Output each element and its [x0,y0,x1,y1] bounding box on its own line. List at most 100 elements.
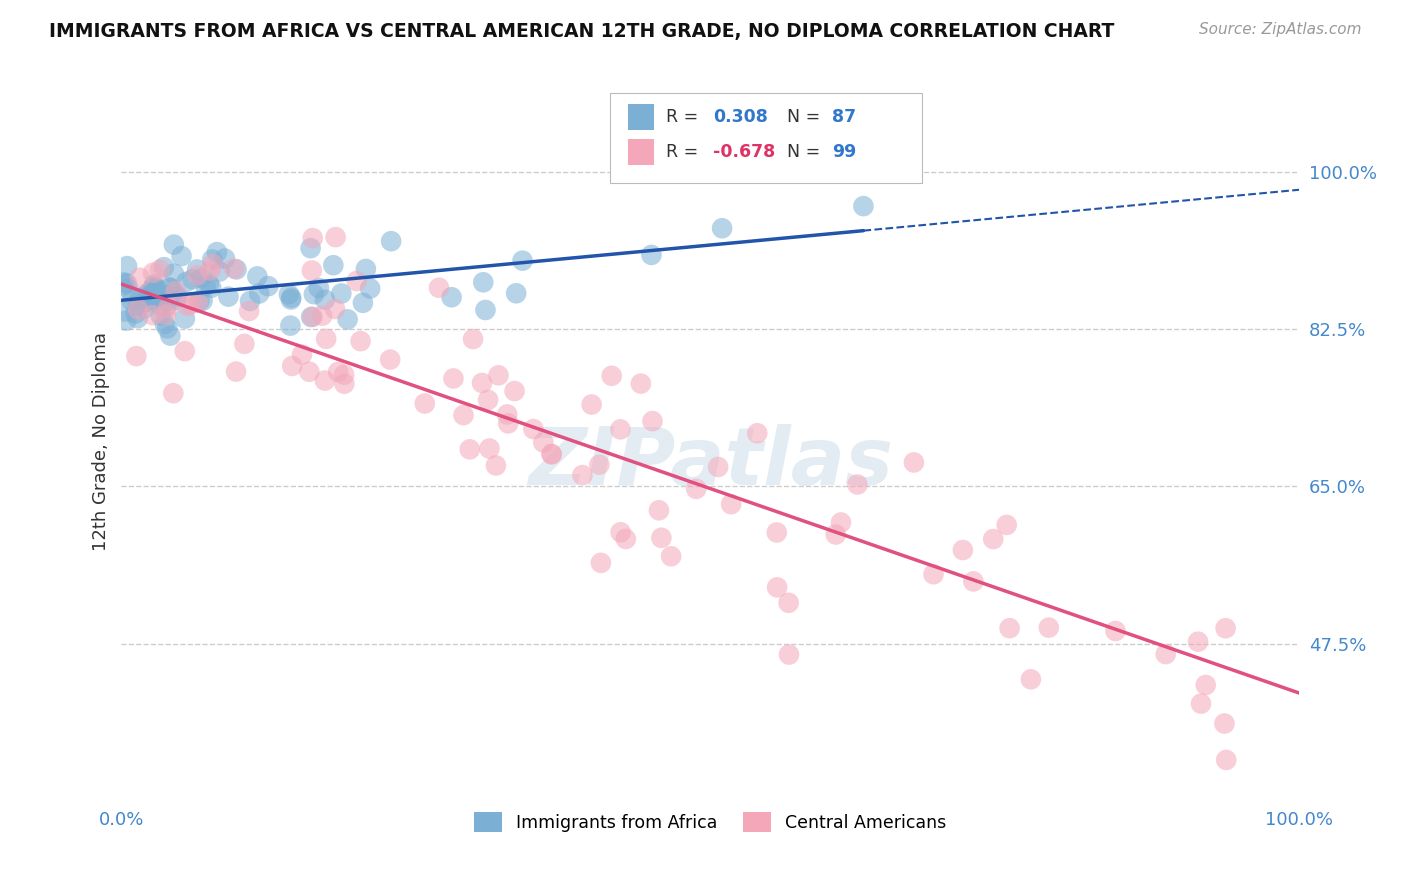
Point [187,295,209,310]
Point [174,275,197,289]
Point [141,308,163,322]
Point [685,482,707,496]
Point [711,221,734,235]
Text: ZIPatlas: ZIPatlas [527,424,893,502]
Point [311,309,333,323]
Point [314,374,336,388]
Point [197,277,219,291]
Point [157,280,180,294]
Point [257,279,280,293]
Point [115,313,138,327]
Point [333,368,356,382]
Point [922,567,945,582]
FancyBboxPatch shape [628,138,654,165]
Point [121,293,143,308]
Point [413,396,436,410]
Point [291,348,314,362]
Point [952,543,974,558]
Point [153,260,176,275]
Point [302,287,325,301]
Point [323,301,346,316]
Point [186,262,208,277]
Point [1213,716,1236,731]
Point [112,278,135,293]
FancyBboxPatch shape [610,93,922,183]
Point [124,306,146,320]
Point [471,376,494,390]
Point [1038,621,1060,635]
Point [380,234,402,248]
Point [308,281,330,295]
Point [995,517,1018,532]
Point [134,301,156,316]
Point [149,309,172,323]
Point [200,281,222,295]
Point [485,458,508,473]
Point [609,525,631,540]
Point [333,376,356,391]
Text: N =: N = [787,143,825,161]
Point [281,359,304,373]
Point [301,231,323,245]
Point [141,284,163,298]
Point [315,332,337,346]
Point [1215,753,1237,767]
FancyBboxPatch shape [628,104,654,130]
Point [496,408,519,422]
Point [461,332,484,346]
Point [301,263,323,277]
Point [766,580,789,594]
Point [132,295,155,310]
Point [191,271,214,285]
Point [531,435,554,450]
Point [127,298,149,312]
Point [177,299,200,313]
Point [143,281,166,295]
Point [115,259,138,273]
Point [503,384,526,398]
Point [143,281,166,295]
Point [903,455,925,469]
Point [173,344,195,359]
Point [747,426,769,441]
Point [214,252,236,266]
Point [136,286,159,301]
Point [112,276,135,290]
Point [458,442,481,457]
Point [359,281,381,295]
Point [609,422,631,436]
Point [496,417,519,431]
Point [1187,634,1209,648]
Point [1019,673,1042,687]
Point [824,527,846,541]
Point [150,287,173,301]
Point [330,286,353,301]
Point [166,290,188,304]
Point [277,287,299,301]
Point [998,621,1021,635]
Point [136,287,159,301]
Point [298,365,321,379]
Point [201,257,224,271]
Point [224,261,246,276]
Point [846,477,869,491]
Point [115,277,138,291]
Text: 0.308: 0.308 [713,108,768,126]
Point [201,252,224,267]
Point [129,292,152,306]
Point [247,286,270,301]
Point [322,258,344,272]
Point [165,293,187,307]
Point [134,295,156,310]
Text: R =: R = [665,143,703,161]
Point [246,269,269,284]
Point [155,300,177,314]
Point [600,368,623,383]
Point [1104,624,1126,638]
Point [191,293,214,308]
Point [474,303,496,318]
Point [588,458,610,472]
Point [117,282,139,296]
Point [165,284,187,298]
Point [239,293,262,308]
